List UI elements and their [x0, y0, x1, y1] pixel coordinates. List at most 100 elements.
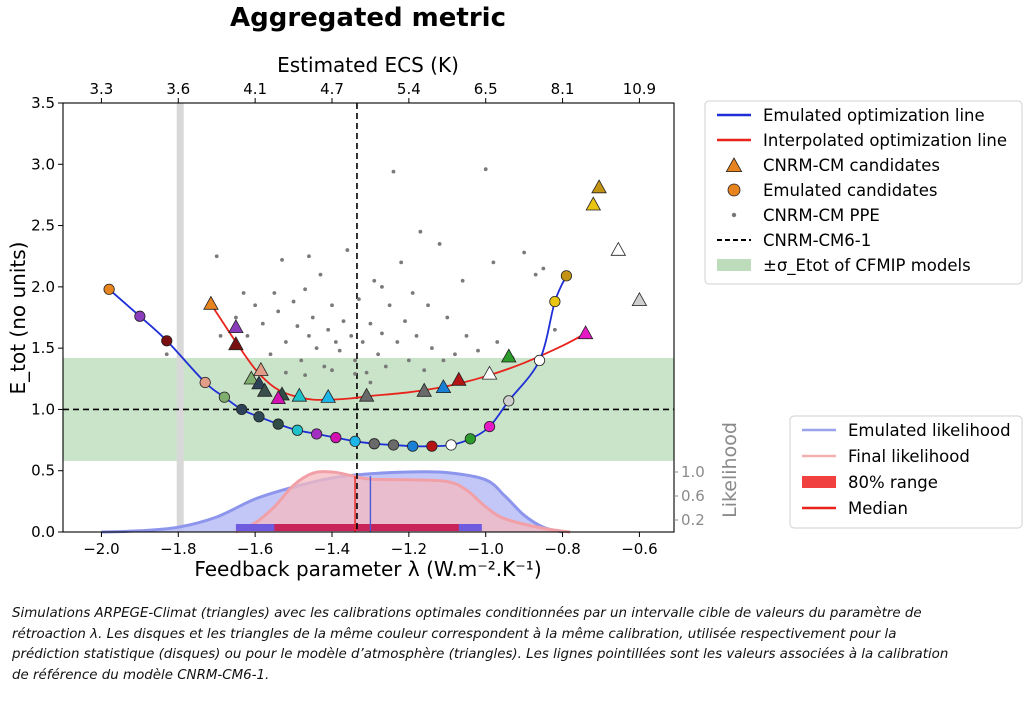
ecs-tick-label: 10.9 — [623, 80, 656, 98]
ppe-point — [399, 260, 404, 265]
cnrm-cm-candidate-marker — [358, 387, 375, 402]
ppe-point — [234, 315, 238, 320]
emulated-candidate-marker — [291, 424, 304, 436]
cnrm-cm-candidate-marker — [631, 291, 648, 307]
ppe-point — [441, 358, 446, 363]
ppe-point — [541, 266, 546, 271]
ppe-point — [253, 303, 258, 308]
ppe-point — [476, 348, 480, 353]
ppe-point — [495, 340, 500, 344]
likelihood-tick-label: 0.6 — [681, 487, 705, 505]
ppe-point — [422, 368, 427, 373]
x-tick-label: −1.4 — [314, 540, 350, 558]
x-tick-label: −0.6 — [621, 540, 657, 558]
ppe-point — [418, 229, 423, 234]
ppe-point — [295, 324, 300, 328]
caption-line: prédiction statistique (disques) ou pour… — [12, 647, 949, 662]
main-legend-box — [704, 100, 1023, 285]
ppe-point — [360, 340, 365, 344]
ppe-point — [353, 358, 357, 363]
ppe-point — [276, 309, 281, 314]
x-tick-label: −1.2 — [391, 540, 427, 558]
ppe-point — [437, 242, 442, 246]
likelihood-legend-box — [789, 415, 1023, 529]
cnrm-cm-candidate-marker — [270, 390, 286, 405]
legend-triangle-swatch — [725, 157, 743, 173]
emulated-candidate-marker — [103, 283, 115, 295]
ppe-point — [307, 254, 311, 259]
ppe-point — [310, 315, 315, 320]
emulated-candidate-marker — [236, 403, 248, 416]
cnrm-cm-candidate-marker — [228, 336, 244, 351]
legend-label: CNRM-CM PPE — [763, 206, 880, 225]
emulated-candidate-marker — [311, 428, 323, 440]
ppe-point — [356, 297, 361, 302]
x-tick-label: −0.8 — [544, 540, 580, 558]
ppe-point — [372, 278, 377, 283]
cnrm-cm-candidate-marker — [585, 196, 602, 211]
emulated-candidate-marker — [549, 295, 561, 308]
ppe-point — [303, 287, 307, 292]
legend-dot-swatch — [731, 212, 737, 218]
ppe-point — [330, 368, 334, 373]
main-legend: Emulated optimization line Interpolated o… — [704, 100, 1023, 285]
x-tick-label: −1.8 — [160, 540, 196, 558]
ppe-point — [460, 278, 465, 283]
ppe-point — [483, 167, 488, 172]
cnrm-cm-candidate-marker — [256, 382, 273, 397]
legend-label: Interpolated optimization line — [763, 131, 1007, 150]
ppe-point — [241, 291, 246, 295]
y-tick-label: 1.0 — [31, 400, 55, 418]
ppe-point — [491, 260, 496, 265]
emulated-candidate-marker — [387, 439, 400, 451]
ppe-point — [307, 333, 311, 338]
ppe-point — [345, 248, 350, 252]
emulated-candidate-marker — [464, 433, 476, 445]
cnrm-cm-candidate-marker — [251, 375, 267, 390]
aggregated-metric-chart: −2.0 −1.8 −1.6 −1.4 −1.2 −1.0 −0.8 −0.6 0.0 0.5 1.… — [6, 3, 1023, 581]
emulated-candidate-marker — [199, 376, 211, 389]
ppe-point — [272, 291, 277, 295]
ppe-point — [368, 321, 373, 326]
emulated-candidate-marker — [349, 435, 361, 447]
ppe-point — [303, 373, 307, 378]
ppe-point — [337, 348, 342, 353]
cnrm-cm-candidate-marker — [591, 179, 607, 194]
cnrm-cm-candidate-marker — [610, 241, 627, 256]
cnrm-cm-candidate-marker — [500, 348, 517, 363]
ecs-tick-label: 3.3 — [89, 80, 113, 98]
plot-frame — [62, 102, 675, 533]
legend-label: ±σ_Etot of CFMIP models — [763, 256, 971, 276]
ppe-point — [387, 303, 392, 308]
caption-line: de référence du modèle CNRM-CM6-1. — [12, 667, 270, 683]
legend-label: Final likelihood — [848, 447, 970, 466]
legend-patch-swatch — [802, 476, 836, 488]
final-likelihood-area — [235, 471, 571, 532]
ppe-point — [403, 319, 407, 324]
legend-circle-swatch — [727, 183, 741, 197]
cnrm-cm-candidate-marker — [320, 388, 336, 403]
cnrm-cm-candidate-marker — [481, 365, 498, 380]
x-axis-label: Feedback parameter λ (W.m⁻².K⁻¹) — [194, 557, 541, 581]
ppe-point — [552, 327, 557, 332]
ppe-point — [280, 257, 284, 262]
cnrm-cm-candidate-marker — [577, 325, 594, 340]
legend-label: CNRM-CM candidates — [763, 156, 940, 175]
y-tick-label: 3.5 — [31, 94, 55, 112]
cnrm-cm-candidate-marker — [203, 295, 219, 310]
y-tick-label: 2.5 — [31, 217, 55, 235]
likelihood-tick-label: 0.2 — [681, 511, 705, 529]
ecs-tick-label: 8.1 — [551, 80, 575, 98]
x-tick-label: −2.0 — [83, 540, 119, 558]
ppe-point — [341, 319, 346, 324]
ppe-point — [383, 364, 388, 369]
ppe-point — [368, 380, 373, 385]
ppe-point — [330, 303, 334, 308]
chart-title: Aggregated metric — [230, 3, 506, 33]
y-axis-label: E_tot (no units) — [6, 242, 30, 395]
caption-line: rétroaction λ. Les disques et les triang… — [12, 626, 897, 642]
ecs-tick-label: 4.1 — [243, 80, 267, 98]
legend-label: Emulated likelihood — [848, 421, 1011, 440]
ppe-point — [391, 169, 396, 174]
likelihood-tick-label: 1.0 — [681, 463, 705, 481]
